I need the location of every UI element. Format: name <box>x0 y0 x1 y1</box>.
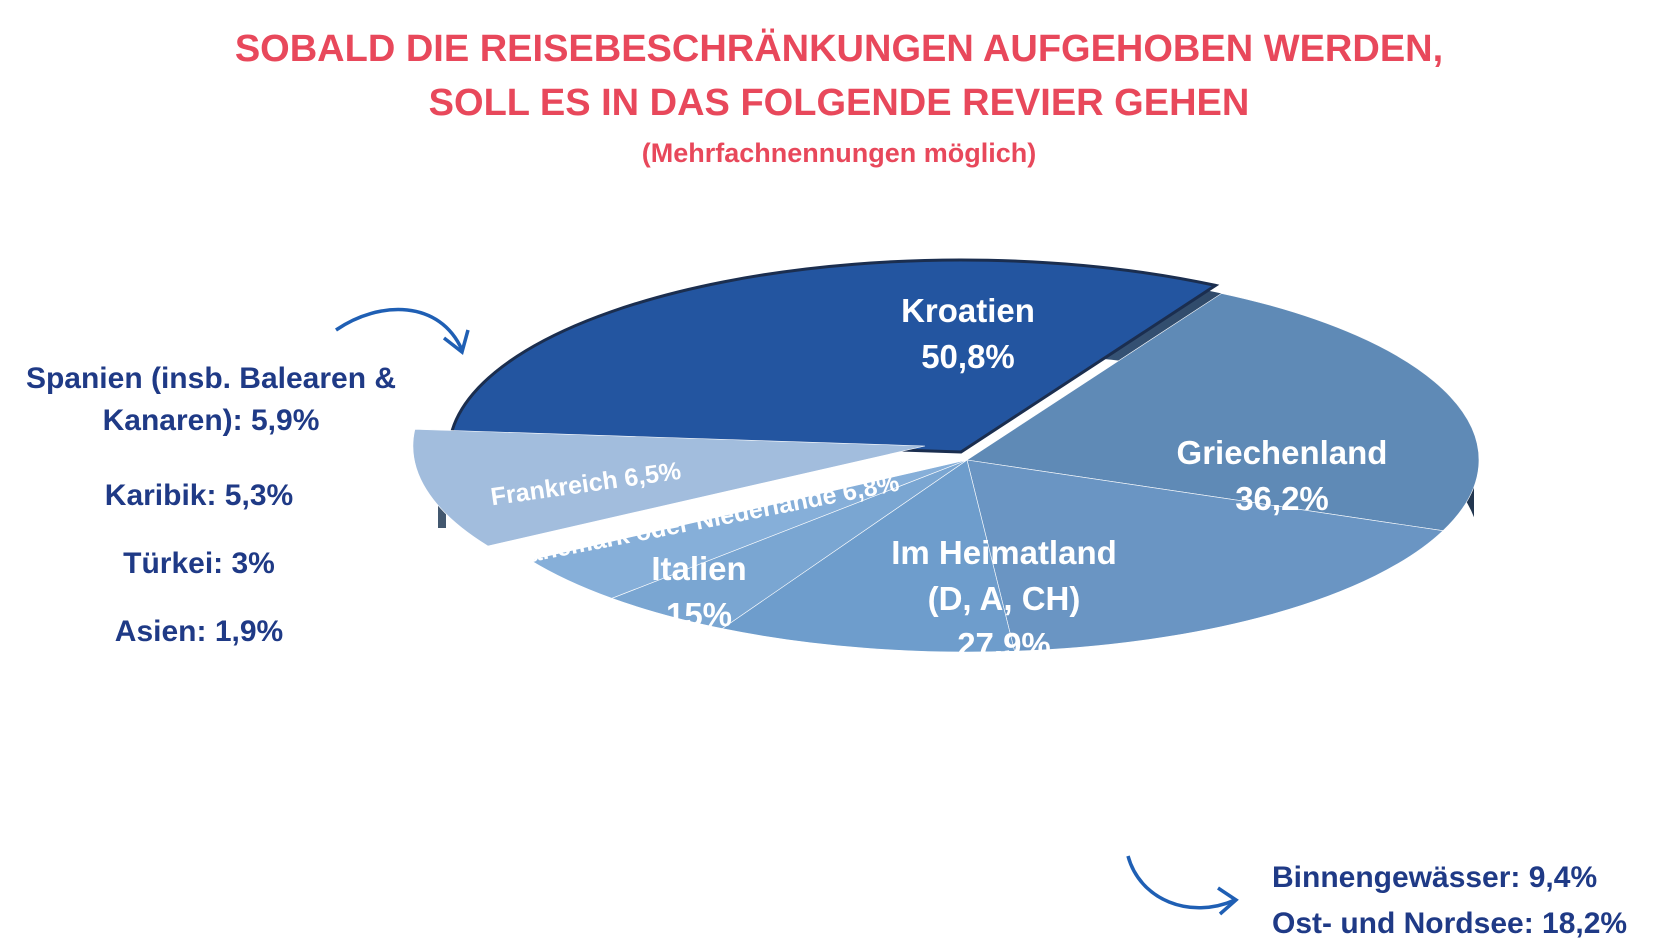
pie-slice-frankreich <box>529 459 968 599</box>
pie-slice-italien <box>721 459 1015 653</box>
arrow-icon-bottom-head <box>1217 886 1239 916</box>
arrow-icon-left-head <box>442 329 470 355</box>
side-label-asien: Asien: 1,9% <box>114 615 284 648</box>
arrow-icon-left <box>335 307 464 351</box>
side-label-tuerkei: Türkei: 3% <box>123 547 275 580</box>
arrow-icon-bottom <box>1126 855 1236 910</box>
pie-label-italien: Italien 15% <box>651 550 746 633</box>
bottom-label-ost-nordsee: Ost- und Nordsee: 18,2% <box>1272 907 1628 940</box>
pie-slice-sonstige <box>412 428 926 547</box>
chart-title-line-1: SOBALD DIE REISEBESCHRÄNKUNGEN AUFGEHOBE… <box>234 28 1444 70</box>
pie-slice-kroatien <box>449 258 1220 454</box>
chart-subtitle: (Mehrfachnennungen möglich) <box>641 138 1037 168</box>
chart-title-line-2: SOLL ES IN DAS FOLGENDE REVIER GEHEN <box>428 82 1250 124</box>
side-label-spanien: Spanien (insb. Balearen & Kanaren): 5,9% <box>25 362 397 437</box>
pie-label-kroatien: Kroatien 50,8% <box>901 292 1035 375</box>
pie-slice-heimatland <box>966 459 1444 652</box>
pie-label-heimatland: Im Heimatland (D, A, CH) 27,9% <box>891 534 1117 663</box>
side-label-karibik: Karibik: 5,3% <box>104 479 294 512</box>
bottom-label-binnengewaesser: Binnengewässer: 9,4% <box>1272 861 1598 894</box>
pie-slice-griechenland <box>966 293 1480 532</box>
pie-label-griechenland: Griechenland 36,2% <box>1177 434 1388 517</box>
